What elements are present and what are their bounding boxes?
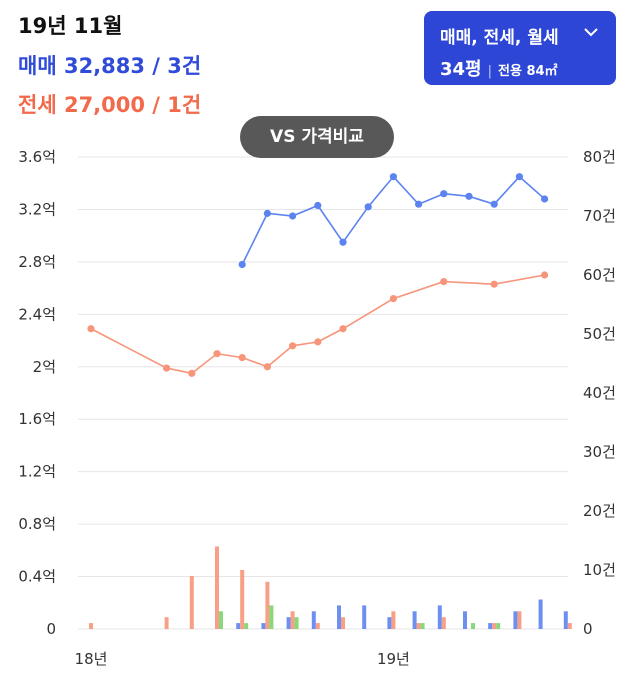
price-point-jeonse: [389, 295, 397, 303]
left-axis-tick: 2.8억: [18, 253, 56, 271]
right-axis-tick: 60건: [583, 266, 616, 284]
volume-bar-sale: [286, 617, 291, 629]
price-point-jeonse: [339, 325, 347, 333]
volume-bar-sale: [387, 617, 392, 629]
price-point-sale: [440, 190, 448, 198]
volume-bar-jeonse: [290, 611, 295, 629]
volume-bar-monthly: [496, 623, 501, 629]
volume-bar-jeonse: [441, 617, 446, 629]
right-axis-tick: 50건: [583, 325, 616, 343]
price-point-jeonse: [440, 277, 448, 286]
left-axis-tick: 2억: [33, 358, 56, 376]
left-axis-tick: 0: [46, 620, 56, 638]
volume-bar-jeonse: [517, 611, 522, 629]
left-axis-tick: 1.6억: [18, 410, 56, 428]
selected-month: 19년 11월: [18, 14, 123, 38]
pyeong-label: 34평: [440, 59, 482, 80]
volume-bar-sale: [261, 623, 266, 629]
right-axis-tick: 10건: [583, 561, 616, 579]
volume-bar-sale: [513, 611, 518, 629]
price-point-jeonse: [263, 363, 271, 371]
right-axis-tick: 30건: [583, 443, 616, 461]
trade-types-label: 매매, 전세, 월세: [440, 28, 559, 48]
volume-bar-monthly: [269, 605, 274, 629]
volume-bar-sale: [488, 623, 493, 629]
chevron-down-icon: [584, 28, 598, 37]
volume-bar-sale: [437, 605, 442, 629]
price-point-sale: [515, 173, 524, 181]
x-axis-tick: 18년: [75, 650, 108, 668]
price-point-sale: [415, 200, 423, 208]
volume-bar-jeonse: [341, 617, 345, 629]
price-point-jeonse: [163, 364, 171, 372]
right-axis-tick: 0: [583, 620, 593, 638]
volume-bar-sale: [362, 605, 367, 629]
price-point-sale: [339, 238, 347, 246]
price-point-jeonse: [213, 350, 221, 358]
price-point-sale: [465, 192, 473, 200]
volume-bar-jeonse: [189, 575, 194, 629]
volume-bar-monthly: [294, 617, 299, 629]
trade-type-selector[interactable]: 매매, 전세, 월세 34평 | 전용 84㎡: [424, 11, 616, 85]
volume-bar-jeonse: [315, 623, 320, 629]
area-label: 전용 84㎡: [498, 64, 558, 79]
volume-bar-sale: [412, 611, 417, 629]
volume-bar-sale: [337, 605, 341, 629]
left-axis-tick: 2.4억: [18, 305, 56, 323]
volume-bar-jeonse: [215, 546, 219, 629]
price-point-sale: [314, 201, 322, 210]
right-axis-tick: 40건: [583, 384, 616, 402]
volume-bar-sale: [236, 623, 241, 629]
right-axis-tick: 20건: [583, 502, 616, 520]
volume-bar-monthly: [244, 623, 249, 629]
volume-bar-jeonse: [391, 611, 396, 629]
price-point-sale: [490, 200, 498, 208]
jeonse-summary: 전세 27,000 / 1건: [18, 93, 202, 117]
price-point-jeonse: [238, 354, 246, 362]
volume-bar-monthly: [420, 623, 425, 629]
x-axis-tick: 19년: [377, 650, 410, 668]
price-point-jeonse: [541, 271, 549, 279]
price-point-sale: [389, 173, 397, 181]
price-point-sale: [238, 260, 246, 269]
price-point-sale: [541, 195, 549, 203]
volume-bar-sale: [538, 599, 543, 629]
volume-bar-jeonse: [416, 623, 421, 629]
volume-bar-monthly: [219, 611, 223, 629]
price-point-jeonse: [490, 280, 498, 288]
left-axis-tick: 0.8억: [18, 515, 56, 533]
volume-bar-jeonse: [240, 570, 245, 629]
sale-summary: 매매 32,883 / 3건: [18, 54, 202, 78]
separator: |: [487, 64, 492, 79]
price-point-jeonse: [314, 338, 322, 346]
price-point-sale: [263, 209, 271, 217]
volume-bar-monthly: [471, 623, 475, 629]
volume-bar-sale: [563, 611, 568, 629]
left-axis-tick: 1.2억: [18, 463, 56, 481]
left-axis-tick: 0.4억: [18, 568, 56, 586]
price-line-sale: [241, 175, 546, 265]
volume-bar-sale: [311, 611, 316, 629]
vs-compare-button[interactable]: VS 가격비교: [240, 116, 394, 158]
price-point-sale: [289, 212, 297, 220]
price-point-sale: [364, 203, 372, 211]
volume-bar-jeonse: [492, 623, 497, 629]
price-point-jeonse: [289, 342, 297, 350]
volume-bar-sale: [463, 611, 467, 629]
left-axis-tick: 3.6억: [18, 148, 56, 166]
left-axis-tick: 3.2억: [18, 200, 56, 218]
volume-bar-jeonse: [164, 617, 169, 629]
price-point-jeonse: [188, 369, 196, 377]
volume-bar-jeonse: [265, 581, 270, 629]
price-line-jeonse: [90, 274, 545, 375]
volume-bar-jeonse: [89, 623, 93, 629]
price-point-jeonse: [87, 325, 95, 333]
right-axis-tick: 80건: [583, 148, 616, 166]
right-axis-tick: 70건: [583, 207, 616, 225]
volume-bar-jeonse: [567, 623, 572, 629]
